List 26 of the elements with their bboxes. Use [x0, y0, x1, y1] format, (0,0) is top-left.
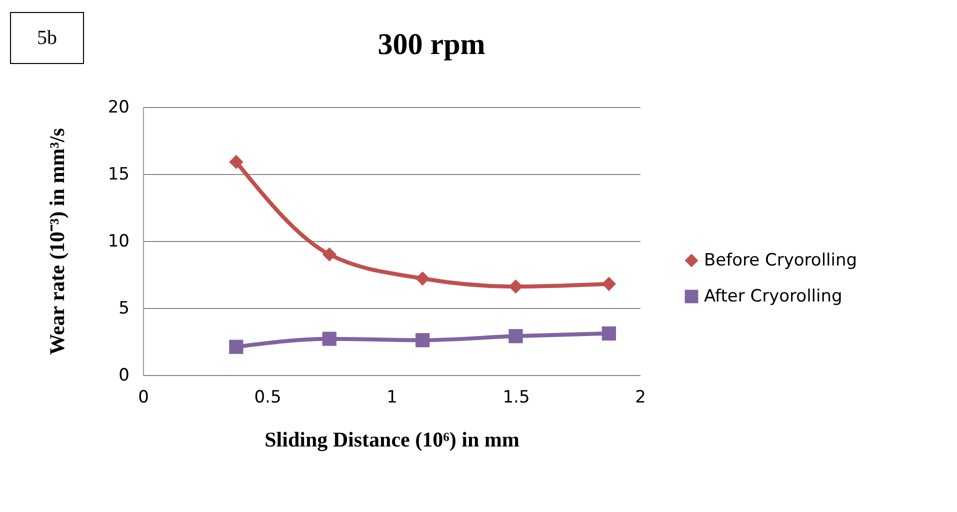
point [508, 279, 523, 294]
y-tick-label: 5 [118, 298, 130, 318]
y-tick-label: 20 [108, 98, 130, 118]
point [229, 154, 244, 170]
y-tick-label: 15 [108, 164, 130, 184]
text: 5b [10, 12, 84, 64]
point [322, 247, 336, 262]
point [602, 326, 616, 341]
x-axis-title: Sliding Distance (10⁶) in mm [264, 428, 520, 452]
point [508, 329, 523, 344]
y-axis-title: Wear rate (10⁻³) in mm³/s [44, 128, 69, 355]
legend-label: Before Cryorolling [704, 250, 858, 270]
chart-title: 300 rpm [378, 28, 486, 61]
x-tick-label: 0.5 [254, 388, 282, 408]
point [602, 276, 616, 291]
x-tick-label: 1.5 [502, 388, 530, 408]
x-tick-label: 1 [386, 388, 398, 408]
point [229, 340, 244, 354]
point [322, 332, 336, 346]
x-tick-label: 0 [138, 388, 149, 408]
legend-label: After Cryorolling [704, 286, 842, 306]
y-tick-label: 0 [118, 366, 130, 386]
y-tick-label: 10 [108, 232, 130, 252]
x-tick-label: 2 [635, 388, 646, 408]
point [415, 271, 430, 286]
point [415, 333, 430, 348]
